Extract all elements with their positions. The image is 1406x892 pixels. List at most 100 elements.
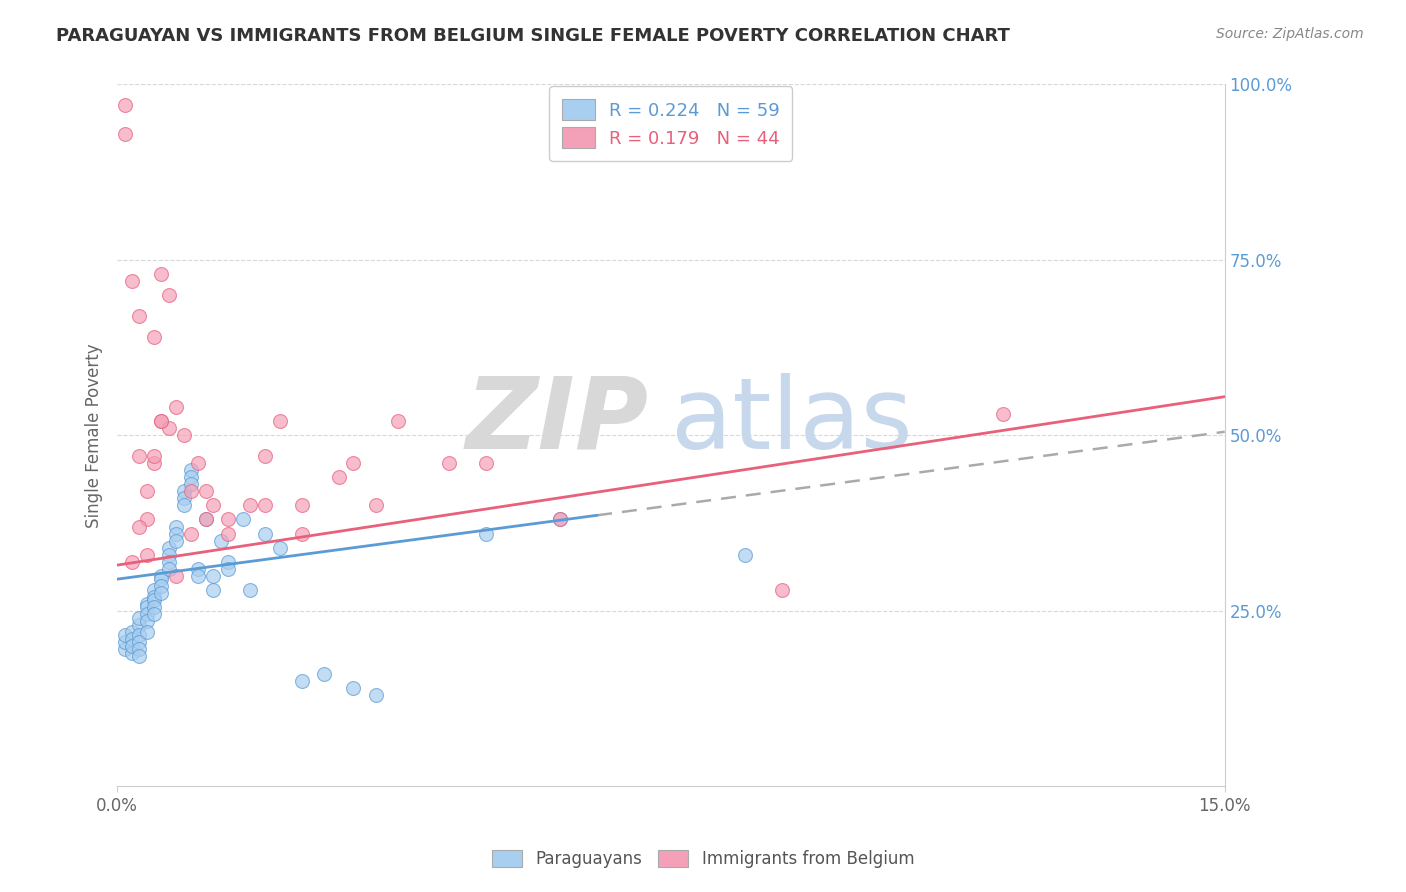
Point	[135, 484, 157, 499]
Point	[180, 463, 202, 477]
Point	[143, 450, 166, 464]
Point	[157, 561, 180, 575]
Legend: R = 0.224   N = 59, R = 0.179   N = 44: R = 0.224 N = 59, R = 0.179 N = 44	[550, 87, 793, 161]
Point	[548, 512, 571, 526]
Point	[387, 414, 409, 428]
Point	[253, 499, 276, 513]
Point	[150, 568, 173, 582]
Point	[180, 477, 202, 491]
Point	[135, 600, 157, 615]
Point	[128, 617, 150, 632]
Point	[114, 635, 136, 649]
Point	[187, 568, 209, 582]
Point	[253, 450, 276, 464]
Point	[291, 673, 314, 688]
Point	[217, 526, 239, 541]
Point	[143, 590, 166, 604]
Point	[165, 401, 187, 415]
Point	[993, 407, 1015, 421]
Point	[121, 639, 143, 653]
Point	[121, 632, 143, 646]
Point	[157, 421, 180, 435]
Point	[342, 456, 364, 470]
Point	[173, 428, 195, 442]
Point	[128, 611, 150, 625]
Point	[121, 555, 143, 569]
Point	[165, 519, 187, 533]
Point	[269, 414, 291, 428]
Text: ZIP: ZIP	[465, 373, 648, 470]
Point	[202, 568, 225, 582]
Point	[253, 526, 276, 541]
Point	[135, 624, 157, 639]
Point	[217, 512, 239, 526]
Point	[239, 582, 262, 597]
Point	[364, 688, 387, 702]
Point	[194, 484, 217, 499]
Point	[202, 582, 225, 597]
Point	[128, 628, 150, 642]
Point	[269, 541, 291, 555]
Point	[157, 541, 180, 555]
Point	[150, 572, 173, 586]
Point	[135, 597, 157, 611]
Point	[114, 127, 136, 141]
Point	[439, 456, 461, 470]
Y-axis label: Single Female Poverty: Single Female Poverty	[86, 343, 103, 527]
Point	[143, 600, 166, 615]
Point	[173, 491, 195, 506]
Point	[217, 561, 239, 575]
Point	[128, 649, 150, 664]
Point	[135, 548, 157, 562]
Point	[173, 484, 195, 499]
Point	[232, 512, 254, 526]
Point	[128, 450, 150, 464]
Point	[150, 267, 173, 281]
Point	[114, 98, 136, 112]
Point	[128, 635, 150, 649]
Point	[121, 274, 143, 288]
Point	[209, 533, 232, 548]
Point	[180, 526, 202, 541]
Point	[157, 555, 180, 569]
Point	[173, 499, 195, 513]
Point	[150, 586, 173, 600]
Point	[291, 499, 314, 513]
Point	[194, 512, 217, 526]
Point	[121, 646, 143, 660]
Point	[143, 456, 166, 470]
Point	[128, 642, 150, 657]
Point	[114, 628, 136, 642]
Point	[135, 512, 157, 526]
Point	[165, 533, 187, 548]
Point	[150, 414, 173, 428]
Point	[291, 526, 314, 541]
Text: PARAGUAYAN VS IMMIGRANTS FROM BELGIUM SINGLE FEMALE POVERTY CORRELATION CHART: PARAGUAYAN VS IMMIGRANTS FROM BELGIUM SI…	[56, 27, 1010, 45]
Point	[770, 582, 793, 597]
Point	[150, 579, 173, 593]
Point	[548, 512, 571, 526]
Text: atlas: atlas	[671, 373, 912, 470]
Point	[165, 526, 187, 541]
Point	[143, 593, 166, 607]
Point	[180, 470, 202, 484]
Point	[187, 561, 209, 575]
Point	[312, 666, 335, 681]
Point	[342, 681, 364, 695]
Point	[202, 499, 225, 513]
Point	[157, 288, 180, 302]
Point	[194, 512, 217, 526]
Text: Source: ZipAtlas.com: Source: ZipAtlas.com	[1216, 27, 1364, 41]
Point	[143, 582, 166, 597]
Point	[734, 548, 756, 562]
Point	[143, 330, 166, 344]
Point	[180, 484, 202, 499]
Point	[328, 470, 350, 484]
Point	[143, 607, 166, 622]
Point	[135, 607, 157, 622]
Point	[364, 499, 387, 513]
Legend: Paraguayans, Immigrants from Belgium: Paraguayans, Immigrants from Belgium	[485, 843, 921, 875]
Point	[187, 456, 209, 470]
Point	[128, 309, 150, 323]
Point	[165, 568, 187, 582]
